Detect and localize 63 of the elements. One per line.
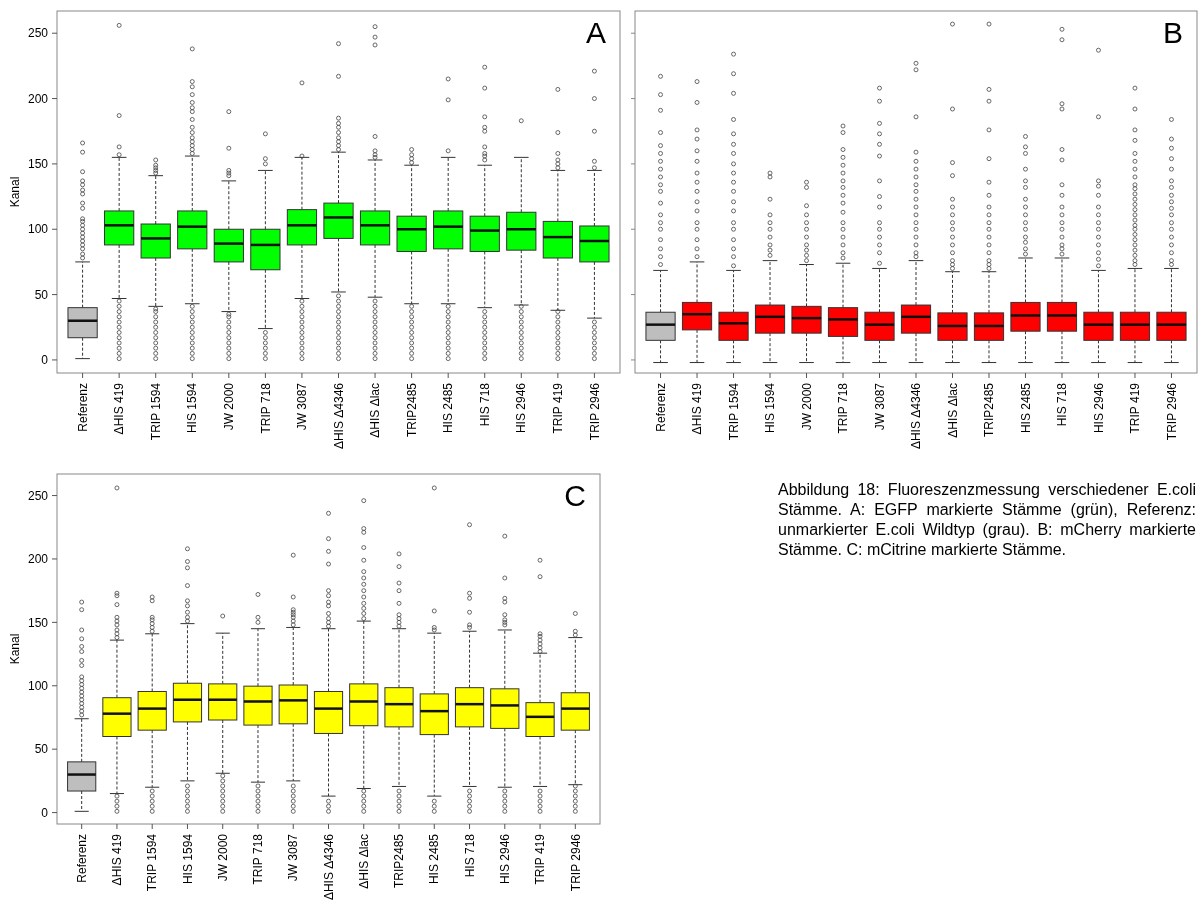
x-tick-label: TRIP 1594 — [148, 382, 163, 441]
x-tick-label: TRIP2485 — [392, 833, 407, 889]
x-tick-label: TRIP 2946 — [1164, 382, 1179, 441]
x-tick-label: TRIP 419 — [1128, 382, 1143, 434]
x-tick-label: TRIP2485 — [982, 382, 997, 438]
x-tick-label: HIS 2946 — [498, 833, 512, 885]
x-tick-label: JW 2000 — [222, 382, 237, 431]
x-tick-label: ΔHIS Δ4346 — [321, 833, 336, 901]
y-tick-label: 0 — [41, 805, 49, 820]
y-tick-label: 0 — [41, 353, 49, 368]
y-tick-label: 100 — [27, 222, 49, 237]
x-tick-label: Referenz — [74, 834, 89, 883]
x-tick-label: HIS 2485 — [427, 833, 442, 885]
x-tick-label: HIS 2946 — [514, 382, 529, 434]
x-tick-label: TRIP 1594 — [726, 382, 741, 441]
y-tick-label: 250 — [27, 488, 49, 503]
y-tick-label: 150 — [27, 157, 49, 172]
y-tick-label: 100 — [27, 678, 49, 693]
x-tick-label: ΔHIS Δlac — [945, 383, 960, 438]
x-tick-label: HIS 718 — [1055, 382, 1070, 427]
x-tick-label: ΔHIS Δ4346 — [331, 382, 346, 450]
x-tick-label: ΔHIS 419 — [110, 833, 125, 886]
x-tick-label: HIS 1594 — [185, 382, 200, 434]
x-tick-label: Referenz — [653, 383, 668, 432]
x-tick-label: TRIP 718 — [836, 382, 851, 434]
chart-title: A — [585, 16, 606, 49]
y-tick-label: 200 — [27, 552, 49, 567]
y-tick-label: 200 — [27, 91, 49, 106]
x-tick-label: HIS 2485 — [441, 382, 456, 434]
y-axis-title: Kanal — [8, 633, 22, 665]
x-tick-label: ΔHIS Δlac — [356, 834, 371, 889]
x-tick-label: ΔHIS 419 — [690, 382, 705, 435]
x-tick-label: JW 3087 — [286, 833, 301, 882]
y-tick-label: 50 — [34, 742, 49, 757]
x-tick-label: ΔHIS 419 — [112, 382, 127, 435]
x-tick-label: HIS 1594 — [763, 382, 778, 434]
x-tick-label: TRIP 2946 — [568, 833, 583, 892]
x-tick-label: JW 2000 — [215, 833, 230, 882]
x-tick-label: ΔHIS Δ4346 — [909, 382, 924, 450]
chart-title: C — [564, 479, 586, 512]
x-tick-label: JW 3087 — [872, 382, 887, 431]
x-tick-label: HIS 1594 — [180, 833, 195, 885]
chart-title: B — [1162, 16, 1183, 49]
x-tick-label: HIS 718 — [477, 382, 492, 427]
x-tick-label: TRIP 1594 — [145, 833, 160, 892]
x-tick-label: TRIP 718 — [251, 833, 266, 885]
x-tick-label: HIS 2485 — [1018, 382, 1033, 434]
x-tick-label: TRIP2485 — [404, 382, 419, 438]
x-tick-label: HIS 718 — [462, 833, 477, 878]
y-tick-label: 150 — [27, 615, 49, 630]
x-tick-label: TRIP 2946 — [587, 382, 602, 441]
y-tick-label: 50 — [34, 287, 49, 302]
x-tick-label: Referenz — [75, 383, 90, 432]
x-tick-label: JW 2000 — [799, 382, 814, 431]
x-tick-label: HIS 2946 — [1091, 382, 1106, 434]
x-tick-label: TRIP 419 — [551, 382, 566, 434]
text: Abbildung 18: Fluoreszenzmessung verschiedener E.coli Stämme. A: EGFP markierte Stämme (grün), Referenz: unmarkierter E.coli Wildtyp (grau). B: mCherry markierte Stämme. C: mCitrine markierte Stämme. — [778, 480, 1196, 560]
x-tick-label: JW 3087 — [295, 382, 310, 431]
x-tick-label: TRIP 419 — [533, 833, 548, 885]
y-axis-title: Kanal — [8, 176, 22, 208]
x-tick-label: TRIP 718 — [258, 382, 273, 434]
y-tick-label: 250 — [27, 26, 49, 41]
x-tick-label: ΔHIS Δlac — [368, 383, 383, 438]
